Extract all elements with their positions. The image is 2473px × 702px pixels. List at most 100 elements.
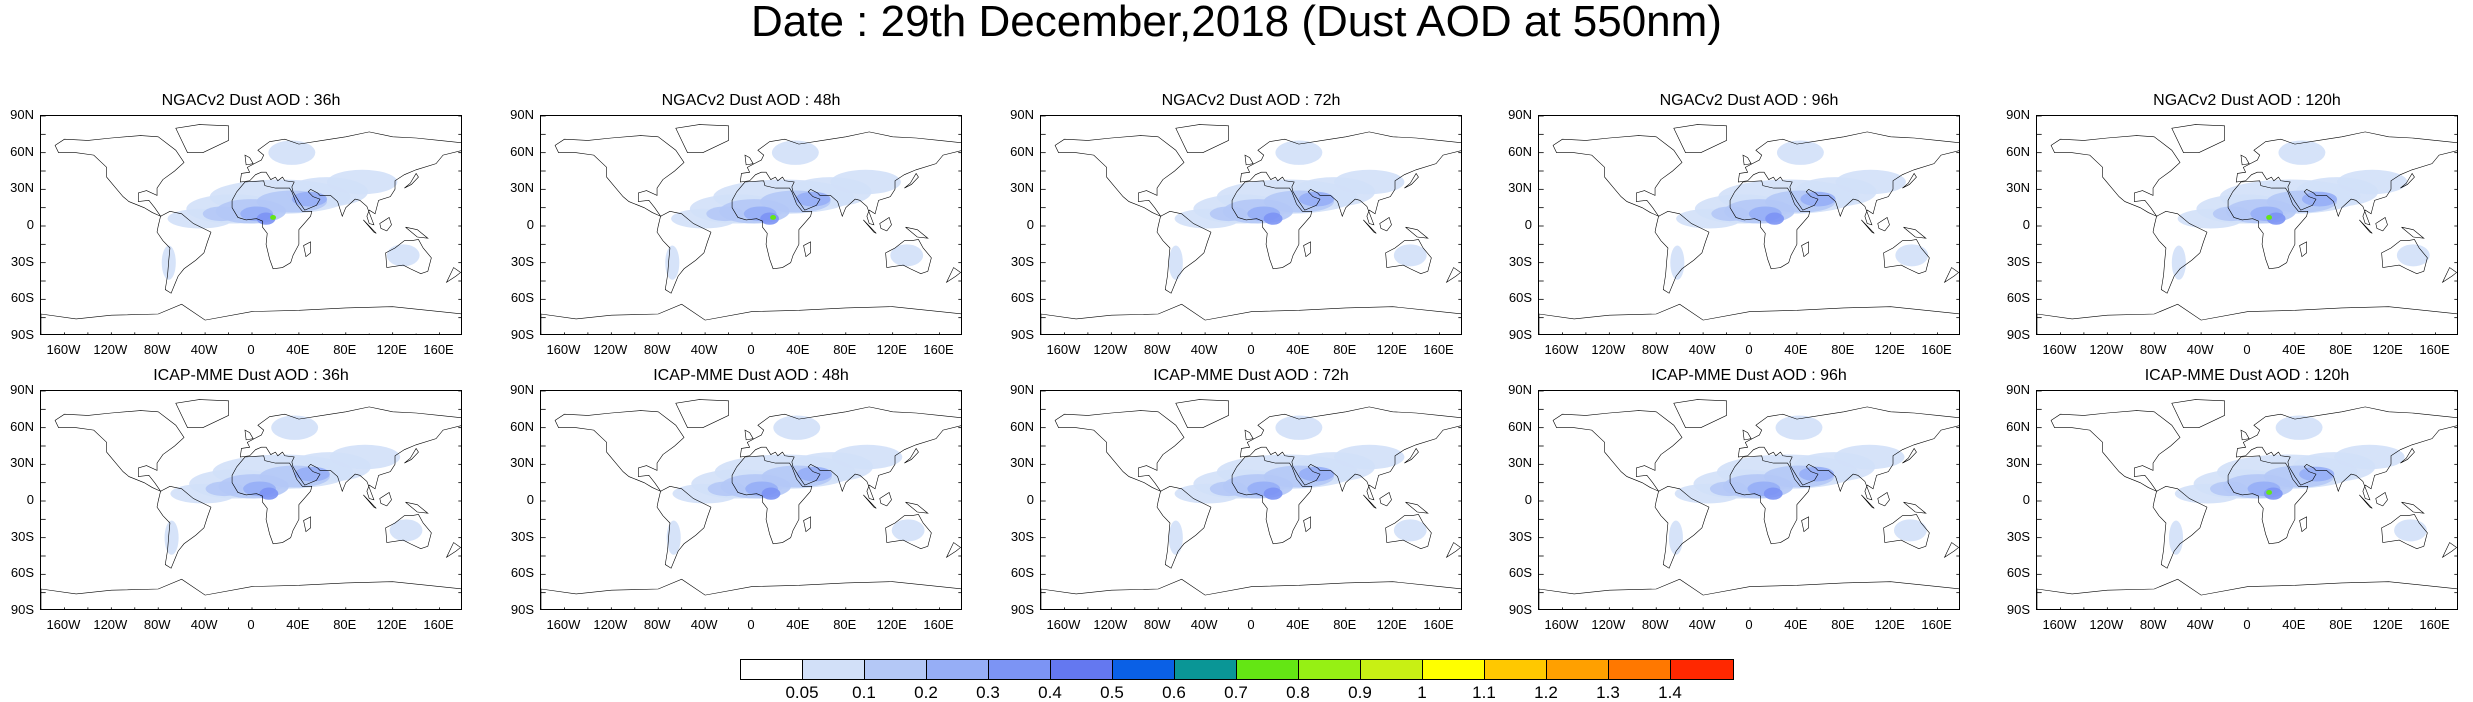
dust-contour	[205, 481, 244, 497]
coastline-japan	[1902, 448, 1916, 463]
colorbar-swatch	[1113, 660, 1175, 679]
lon-tick-label: 80E	[333, 342, 357, 357]
coastline-japan	[1404, 173, 1418, 188]
lat-tick-label: 30S	[1508, 528, 1532, 544]
coastline-africa	[2228, 181, 2308, 269]
coastline-greenland	[1176, 125, 1229, 153]
lon-tick-label: 120W	[2089, 342, 2124, 357]
colorbar-swatch	[927, 660, 989, 679]
colorbar-label: 0.8	[1286, 683, 1310, 702]
coastline-greenland	[176, 400, 229, 428]
dust-contour	[2299, 466, 2335, 482]
coastline-greenland	[676, 125, 729, 153]
lon-tick-label: 80E	[1333, 342, 1357, 357]
dust-contour	[294, 466, 330, 482]
coastline-greenland	[1674, 400, 1727, 428]
dust-contour	[268, 140, 316, 165]
coastline-south-america	[657, 486, 711, 568]
coastline-sumatra	[863, 220, 876, 233]
dust-contour	[164, 520, 179, 555]
dust-contour	[1168, 520, 1183, 555]
coastline-borneo	[2376, 492, 2388, 505]
lon-tick-label: 40E	[786, 342, 810, 357]
panel-title: NGACv2 Dust AOD : 48h	[661, 92, 841, 109]
lat-tick-label: 30S	[1508, 253, 1532, 269]
coastline-new-guinea	[1406, 502, 1428, 513]
lon-tick-label: 40W	[1688, 617, 1716, 632]
coastline-new-guinea	[2402, 502, 2424, 513]
dust-contour	[830, 169, 901, 195]
lat-tick-label: 30N	[1010, 455, 1034, 471]
colorbar-label: 0.4	[1038, 683, 1062, 702]
lat-tick-label: 90N	[1010, 107, 1034, 122]
lon-tick-label: 80E	[2329, 342, 2353, 357]
colorbar-label: 0.3	[976, 683, 1000, 702]
colorbar-swatch	[1237, 660, 1299, 679]
lat-tick-label: 0	[26, 217, 34, 232]
lon-tick-label: 40W	[690, 617, 718, 632]
coastline-madagascar	[2300, 517, 2307, 532]
dust-contour	[271, 415, 319, 440]
lat-tick-label: 0	[1026, 492, 1034, 507]
dust-contour	[1263, 212, 1283, 225]
lat-tick-label: 60S	[1508, 565, 1532, 581]
lat-tick-label: 90S	[510, 602, 534, 617]
coastline-sumatra	[363, 220, 376, 233]
dust-contour	[1275, 140, 1323, 165]
coastline-madagascar	[804, 517, 811, 532]
coastline-eurasia	[240, 132, 462, 225]
coastline-africa	[732, 456, 812, 544]
lat-tick-label: 60S	[10, 565, 34, 581]
coastline-japan	[404, 173, 418, 188]
coastline-south-america	[1157, 211, 1211, 293]
lon-tick-label: 120W	[1093, 617, 1128, 632]
dust-contour	[1263, 487, 1283, 500]
lon-tick-label: 0	[247, 342, 255, 357]
lon-tick-label: 0	[1247, 342, 1255, 357]
colorbar-swatch	[1299, 660, 1361, 679]
coastline-africa	[1730, 181, 1810, 269]
dust-contour	[2168, 520, 2184, 555]
lon-tick-label: 80E	[833, 617, 857, 632]
lon-tick-label: 40E	[1286, 617, 1310, 632]
lat-tick-label: 90S	[1508, 327, 1532, 342]
lat-tick-label: 30S	[510, 528, 534, 544]
coastline-uk	[745, 430, 753, 440]
coastline-borneo	[1878, 492, 1890, 505]
dust-plume	[2168, 415, 2427, 555]
dust-plume	[665, 140, 924, 280]
coastline-japan	[904, 173, 918, 188]
lon-tick-label: 80W	[2139, 617, 2167, 632]
dust-contour	[1298, 191, 1335, 207]
lat-tick-label: 90S	[2006, 602, 2030, 617]
lon-tick-label: 0	[747, 342, 755, 357]
coastline-north-america	[55, 136, 184, 217]
coastline-new-zealand	[1945, 543, 1959, 558]
coastline-north-america	[555, 136, 684, 217]
coastline-antarctica	[1539, 304, 1960, 335]
lon-tick-label: 80W	[143, 342, 171, 357]
coastline-africa	[2228, 456, 2308, 544]
lat-tick-label: 90S	[2006, 327, 2030, 342]
coastline-japan	[1404, 448, 1418, 463]
coastline-north-america	[555, 411, 684, 492]
coastline-new-zealand	[1447, 268, 1461, 283]
dust-contour	[1835, 169, 1906, 195]
lat-tick-label: 0	[26, 492, 34, 507]
coastline-new-guinea	[2402, 227, 2424, 238]
coastline-japan	[2400, 173, 2414, 188]
lon-tick-label: 160W	[46, 617, 81, 632]
dust-hotspot	[2266, 490, 2273, 495]
dust-contour	[761, 487, 781, 500]
dust-contour	[1334, 444, 1405, 470]
lon-tick-label: 40E	[1784, 617, 1808, 632]
lat-tick-label: 60S	[1010, 565, 1034, 581]
coastline-eurasia	[1738, 132, 1960, 225]
coastline-australia	[1884, 239, 1930, 273]
lat-tick-label: 90N	[2006, 107, 2030, 122]
coastline-new-zealand	[1447, 543, 1461, 558]
dust-plume	[1168, 140, 1427, 280]
lon-tick-label: 120E	[1376, 342, 1407, 357]
coastline-madagascar	[1802, 517, 1809, 532]
lat-tick-label: 30N	[10, 455, 34, 471]
